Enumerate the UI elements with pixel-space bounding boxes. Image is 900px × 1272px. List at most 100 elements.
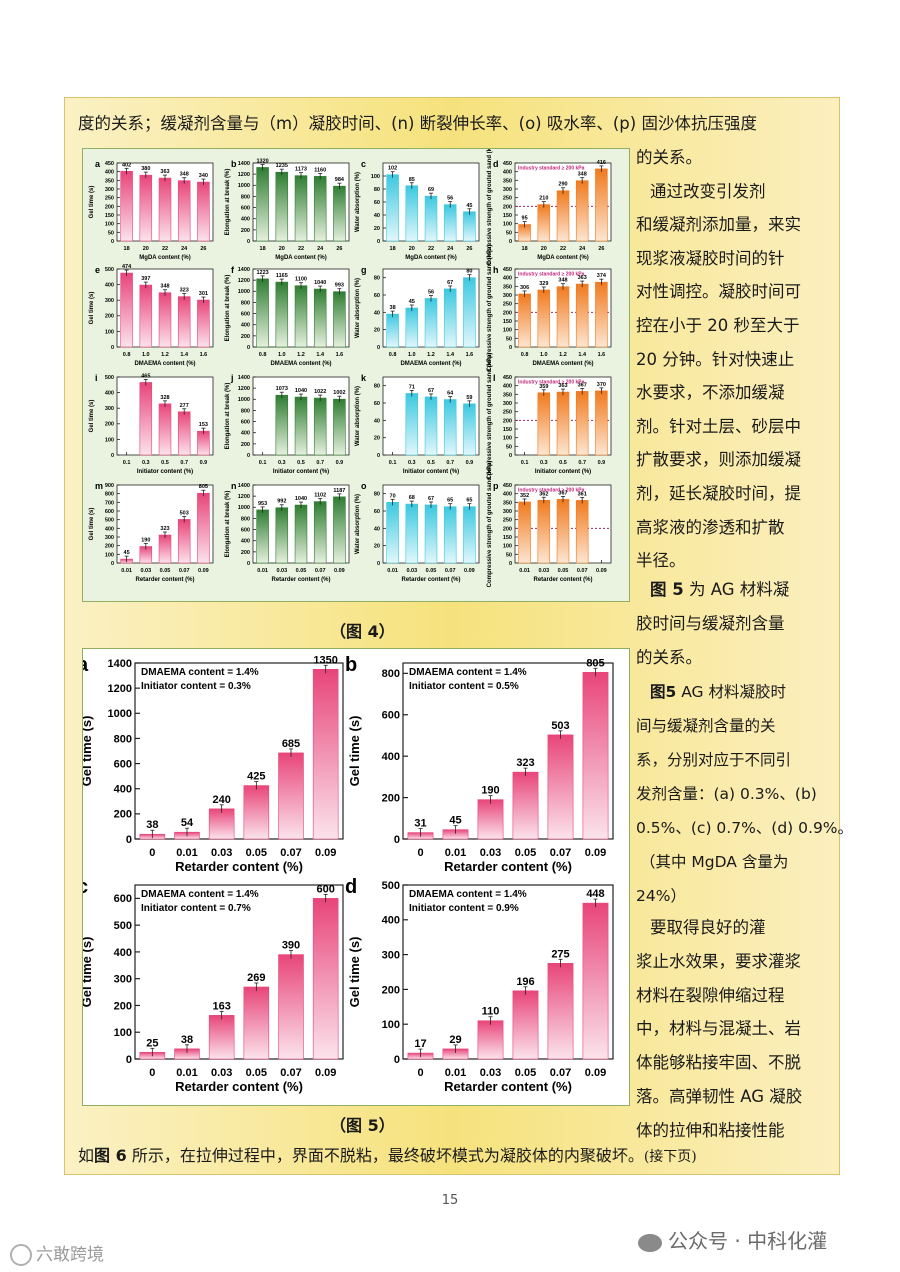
value-label: 17 (414, 1038, 426, 1050)
value-label: 67 (428, 388, 434, 394)
value-label: 196 (516, 976, 534, 988)
bar (443, 288, 457, 348)
y-tick-label: 1000 (238, 505, 250, 511)
value-label: 348 (160, 284, 169, 290)
x-tick-label: 0.7 (316, 460, 324, 466)
y-tick-label: 50 (108, 230, 114, 236)
y-tick-label: 600 (241, 205, 250, 211)
y-tick-label: 600 (241, 419, 250, 425)
bar (443, 204, 457, 242)
y-tick-label: 450 (503, 161, 512, 167)
y-axis-label: Compressive strength of grouted sand (kP… (487, 461, 493, 588)
fig5-ref-rest: 为 AG 材料凝 (683, 580, 790, 599)
x-tick-label: 0.05 (246, 1067, 267, 1079)
value-label: 64 (447, 391, 454, 397)
x-tick-label: 22 (428, 246, 434, 252)
value-label: 685 (282, 738, 300, 750)
x-tick-label: 0.03 (211, 1067, 232, 1079)
x-axis-label: Retarder content (%) (135, 577, 194, 583)
bar (120, 272, 133, 348)
value-label: 1235 (276, 163, 288, 169)
wechat-icon (638, 1233, 662, 1252)
bar (424, 504, 438, 564)
y-tick-label: 0 (126, 1054, 132, 1066)
panel-letter: j (230, 373, 234, 383)
x-tick-label: 0.05 (426, 568, 437, 574)
value-label: 45 (124, 550, 130, 556)
y-tick-label: 600 (114, 758, 132, 770)
value-label: 465 (141, 373, 150, 379)
panel-letter: h (493, 265, 499, 275)
x-tick-label: 0.07 (445, 568, 456, 574)
y-tick-label: 50 (506, 336, 512, 342)
value-label: 68 (409, 495, 415, 501)
value-label: 1040 (295, 496, 307, 502)
y-tick-label: 400 (503, 276, 512, 282)
y-tick-label: 20 (374, 328, 380, 334)
value-label: 323 (160, 526, 169, 532)
x-tick-label: 1.2 (161, 352, 169, 358)
panel-letter: b (231, 159, 237, 169)
value-label: 38 (181, 1034, 193, 1046)
x-tick-label: 0.8 (389, 352, 397, 358)
y-tick-label: 1200 (238, 278, 250, 284)
x-tick-label: 0.03 (140, 568, 151, 574)
x-tick-label: 22 (298, 246, 304, 252)
y-axis-label: Gel time (s) (347, 716, 362, 787)
x-tick-label: 1.6 (466, 352, 474, 358)
bar (139, 284, 153, 348)
x-tick-label: 0.09 (464, 568, 475, 574)
x-axis-label: MgDA content (%) (275, 255, 326, 261)
panel-letter: m (95, 481, 103, 491)
value-label: 402 (122, 162, 131, 168)
y-tick-label: 0 (377, 453, 380, 459)
y-tick-label: 40 (374, 418, 380, 424)
bar (405, 503, 419, 564)
x-tick-label: 1.0 (278, 352, 286, 358)
y-axis-label: Gel time (s) (83, 716, 94, 787)
y-tick-label: 1400 (238, 375, 250, 381)
y-tick-label: 1400 (238, 483, 250, 489)
value-label: 65 (466, 498, 472, 504)
x-tick-label: 20 (541, 246, 547, 252)
y-tick-label: 0 (126, 834, 132, 846)
panel-letter: c (83, 876, 88, 898)
annotation-text: Industry standard ≥ 200 kPa (518, 488, 585, 494)
panel-letter: f (231, 265, 235, 275)
value-label: 210 (539, 196, 548, 202)
value-label: 984 (335, 177, 345, 183)
y-tick-label: 100 (371, 174, 380, 180)
panel-letter: d (345, 876, 357, 898)
y-tick-label: 450 (105, 161, 114, 167)
value-label: 1187 (333, 488, 345, 494)
x-axis-label: Retarder content (%) (175, 1079, 303, 1094)
y-tick-label: 500 (105, 267, 114, 273)
right-col-line-1: 的关系。 (636, 148, 702, 167)
watermark-left-text: 六敢跨境 (36, 1245, 104, 1265)
value-label: 85 (409, 177, 415, 183)
chart-panel-p: p 0 50 100 150 200 250 300 350 400 450 Compressive … (487, 461, 612, 588)
y-axis-label: Gel time (s) (83, 937, 94, 1008)
y-tick-label: 100 (503, 328, 512, 334)
x-tick-label: 26 (466, 246, 472, 252)
panel-letter: l (493, 373, 496, 383)
bar (537, 289, 551, 348)
x-tick-label: 0.01 (445, 847, 466, 859)
chart-panel-n: n 0 200 400 600 800 1000 1200 1400 Elongation at … (225, 481, 350, 583)
x-tick-label: 0.05 (160, 568, 171, 574)
y-tick-label: 100 (105, 552, 114, 558)
bar (313, 397, 327, 456)
bar (463, 277, 476, 348)
y-tick-label: 400 (503, 492, 512, 498)
x-tick-label: 18 (390, 246, 396, 252)
x-tick-label: 0.3 (278, 460, 286, 466)
x-tick-label: 0.05 (296, 568, 307, 574)
value-label: 1102 (314, 493, 326, 499)
right-col-line-11: 剂，延长凝胶时间，提 (636, 484, 801, 503)
y-tick-label: 300 (503, 509, 512, 515)
y-tick-label: 350 (503, 284, 512, 290)
x-tick-label: 0.05 (246, 847, 267, 859)
bar (158, 534, 172, 564)
annotation-text: Industry standard ≥ 200 kPa (518, 166, 585, 172)
panel-letter: i (95, 373, 98, 383)
